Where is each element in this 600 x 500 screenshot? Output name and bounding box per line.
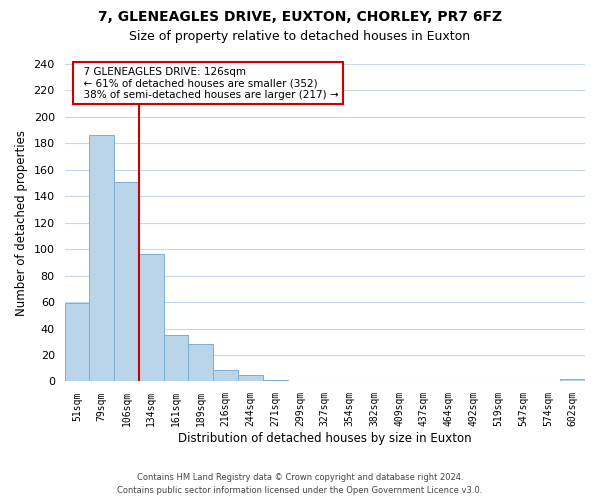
Y-axis label: Number of detached properties: Number of detached properties: [15, 130, 28, 316]
Bar: [164, 335, 188, 382]
Text: 7, GLENEAGLES DRIVE, EUXTON, CHORLEY, PR7 6FZ: 7, GLENEAGLES DRIVE, EUXTON, CHORLEY, PR…: [98, 10, 502, 24]
Bar: [188, 344, 213, 382]
Bar: [114, 182, 139, 382]
Bar: [213, 370, 238, 382]
Text: 7 GLENEAGLES DRIVE: 126sqm
  ← 61% of detached houses are smaller (352)
  38% of: 7 GLENEAGLES DRIVE: 126sqm ← 61% of deta…: [77, 66, 338, 100]
Bar: [89, 136, 114, 382]
Bar: [238, 375, 263, 382]
Bar: [139, 254, 164, 382]
X-axis label: Distribution of detached houses by size in Euxton: Distribution of detached houses by size …: [178, 432, 472, 445]
Bar: [560, 379, 585, 382]
Text: Size of property relative to detached houses in Euxton: Size of property relative to detached ho…: [130, 30, 470, 43]
Bar: [263, 380, 287, 382]
Bar: [65, 304, 89, 382]
Text: Contains HM Land Registry data © Crown copyright and database right 2024.
Contai: Contains HM Land Registry data © Crown c…: [118, 473, 482, 495]
